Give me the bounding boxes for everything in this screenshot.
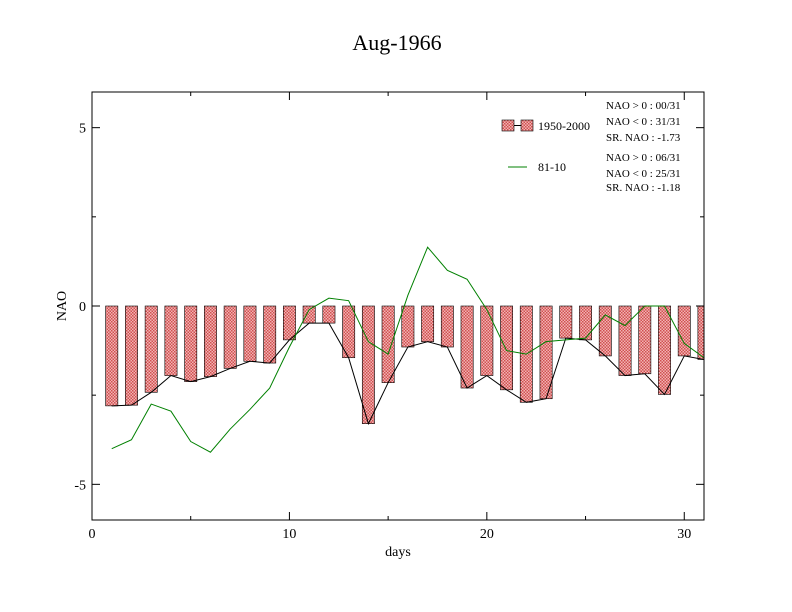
bar-day-21 [500,305,514,391]
bar-day-28 [638,305,652,375]
stat-8110-line2: NAO < 0 : 25/31 [606,168,681,180]
legend: 1950-2000 81-10 [501,119,590,174]
bar-day-24 [559,305,573,339]
series-line-1950-2000 [111,322,704,426]
bar-day-15 [381,305,395,383]
bar-day-3 [144,305,158,393]
stat-8110-line3: SR. NAO : -1.18 [606,182,681,194]
y-axis-title: NAO [55,291,70,321]
lines-layer [111,246,704,453]
bar-day-10 [282,305,296,341]
bar-day-4 [164,305,178,376]
bar-day-16 [401,305,415,348]
x-axis-title: days [385,545,411,560]
legend-bar-swatch-right [520,119,534,132]
x-tick-label-10: 10 [282,527,296,542]
bar-day-7 [223,305,237,369]
bar-day-20 [480,305,494,376]
x-tick-label-30: 30 [677,527,691,542]
bar-day-19 [460,305,474,389]
bar-day-18 [440,305,454,348]
series-line-81-10 [111,246,704,453]
bar-day-25 [579,305,592,341]
bars-layer [105,305,704,424]
y-tick-label-0: 0 [79,300,86,315]
bar-day-9 [263,305,277,364]
x-tick-label-20: 20 [480,527,494,542]
legend-label-81-10: 81-10 [538,160,566,174]
y-tick-label--5: -5 [74,478,86,493]
bar-day-29 [658,305,671,395]
bar-day-1 [105,305,119,407]
stat-1950-line1: NAO > 0 : 00/31 [606,100,681,112]
bar-day-5 [184,305,198,382]
bar-day-26 [598,305,612,357]
stat-1950-line2: NAO < 0 : 31/31 [606,116,681,128]
y-tick-label-5: 5 [79,122,86,137]
bar-day-6 [204,305,217,377]
bar-day-31 [697,305,704,360]
legend-bar-swatch-left [501,119,515,132]
ticks-layer: 0 10 20 30 -5 0 5 [74,92,704,542]
bar-day-14 [361,305,375,424]
stat-8110-line1: NAO > 0 : 06/31 [606,152,681,164]
chart-title: Aug-1966 [352,30,441,55]
stat-1950-line3: SR. NAO : -1.73 [606,132,681,144]
bar-day-12 [322,305,336,324]
bar-day-30 [677,305,691,357]
bar-day-27 [618,305,632,376]
bar-day-11 [302,305,316,324]
stats-block: NAO > 0 : 00/31 NAO < 0 : 31/31 SR. NAO … [606,100,681,194]
bar-day-8 [243,305,257,362]
bar-day-2 [125,305,138,406]
x-tick-label-0: 0 [89,527,96,542]
bar-day-17 [421,305,435,342]
legend-label-1950-2000: 1950-2000 [538,119,590,133]
